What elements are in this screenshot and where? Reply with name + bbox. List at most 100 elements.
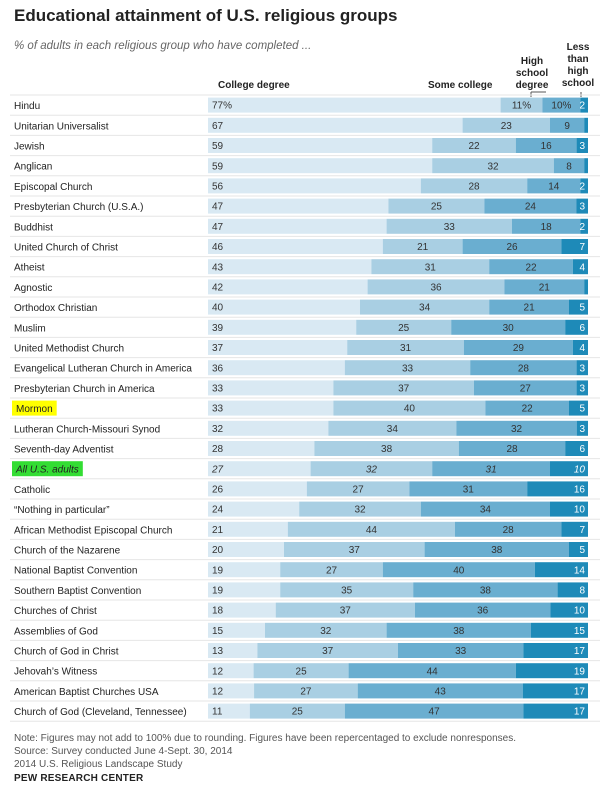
footer-source: Source: Survey conducted June 4-Sept. 30… bbox=[14, 746, 233, 757]
data-label: 29 bbox=[513, 343, 525, 354]
row-label: United Church of Christ bbox=[14, 243, 118, 254]
bar-segment bbox=[208, 239, 383, 254]
row-label: Agnostic bbox=[14, 283, 52, 294]
data-label: 37 bbox=[322, 646, 334, 657]
row-label: Church of the Nazarene bbox=[14, 546, 121, 557]
data-label: 19 bbox=[212, 586, 224, 597]
bar-segment bbox=[386, 622, 531, 638]
bar-segment bbox=[458, 441, 566, 456]
bar-segment bbox=[576, 138, 588, 153]
data-label: 21 bbox=[539, 283, 551, 294]
bar-segment bbox=[208, 420, 329, 436]
data-label: 6 bbox=[579, 444, 585, 455]
legend-less-line-2: than bbox=[567, 54, 589, 65]
row-label: Presbyterian Church (U.S.A.) bbox=[14, 202, 144, 213]
data-label: 27 bbox=[520, 384, 532, 395]
bar-segment bbox=[500, 97, 543, 113]
bar-segment bbox=[398, 643, 524, 658]
data-label: 38 bbox=[381, 444, 393, 455]
bar-segment bbox=[565, 319, 588, 335]
data-label: 37 bbox=[340, 606, 352, 617]
data-label: 59 bbox=[212, 141, 224, 152]
bar-segment bbox=[208, 663, 254, 679]
bar-segment bbox=[253, 663, 349, 679]
bar-segment bbox=[344, 360, 471, 376]
bar-segment bbox=[208, 198, 389, 214]
data-label: 26 bbox=[506, 242, 518, 253]
bar-segment bbox=[208, 542, 284, 557]
data-label: 2 bbox=[579, 182, 585, 193]
data-label: 35 bbox=[341, 586, 353, 597]
data-label: 10% bbox=[551, 101, 571, 112]
footer-study: 2014 U.S. Religious Landscape Study bbox=[14, 759, 183, 770]
data-label: 10 bbox=[574, 505, 586, 516]
footer-note: Note: Figures may not add to 100% due to… bbox=[14, 733, 516, 744]
bar-segment bbox=[208, 400, 334, 416]
bar-segment bbox=[462, 117, 550, 133]
data-label: 21 bbox=[212, 525, 224, 536]
bar-segment bbox=[576, 380, 588, 396]
bar-segment bbox=[569, 299, 588, 315]
legend-hs-line-1: High bbox=[520, 56, 544, 67]
data-label: 5 bbox=[579, 404, 585, 415]
row-label: Church of God in Christ bbox=[14, 647, 119, 658]
bar-segment bbox=[367, 279, 505, 295]
row-label: Presbyterian Church in America bbox=[14, 384, 155, 395]
bar-segment bbox=[287, 521, 455, 537]
bar-segment bbox=[432, 461, 550, 477]
bar-segment bbox=[275, 602, 415, 618]
data-label: 31 bbox=[425, 262, 437, 273]
data-label: 18 bbox=[541, 222, 553, 233]
data-label: 28 bbox=[212, 444, 224, 455]
row-label: Jewish bbox=[14, 142, 45, 153]
bar-segment bbox=[388, 198, 485, 214]
data-label: 15 bbox=[212, 626, 224, 637]
data-label: 26 bbox=[212, 485, 224, 496]
data-label: 27 bbox=[353, 485, 365, 496]
data-label: 31 bbox=[400, 343, 412, 354]
data-label: 7 bbox=[579, 525, 585, 536]
bar-segment bbox=[576, 198, 588, 214]
row-label: Assemblies of God bbox=[14, 626, 98, 637]
data-label: 56 bbox=[212, 182, 224, 193]
bar-segment bbox=[489, 259, 573, 275]
bar-segment bbox=[413, 582, 558, 598]
bar-segment bbox=[557, 582, 588, 598]
data-label: 37 bbox=[349, 545, 361, 556]
chart-subtitle: % of adults in each religious group who … bbox=[14, 40, 312, 52]
legend-hs-line-3: degree bbox=[515, 80, 549, 91]
data-label: 28 bbox=[506, 444, 518, 455]
bar-segment bbox=[371, 259, 490, 275]
bar-segment bbox=[523, 703, 588, 719]
data-label: 39 bbox=[212, 323, 224, 334]
data-label: 32 bbox=[354, 505, 366, 516]
data-label: 47 bbox=[429, 707, 441, 718]
bar-segment bbox=[580, 97, 588, 113]
bar-segment bbox=[414, 602, 551, 618]
data-label: 30 bbox=[503, 323, 515, 334]
data-label: 12 bbox=[212, 666, 224, 677]
data-label: 27 bbox=[326, 565, 338, 576]
data-label: 4 bbox=[579, 343, 585, 354]
row-label: United Methodist Church bbox=[14, 344, 124, 355]
bar-segment bbox=[208, 178, 421, 194]
data-label: 3 bbox=[579, 363, 585, 374]
bar-segment bbox=[569, 400, 588, 416]
bar-segment bbox=[265, 622, 387, 638]
row-label: Hindu bbox=[14, 101, 40, 112]
data-label: 3 bbox=[579, 202, 585, 213]
row-label: Church of God (Cleveland, Tennessee) bbox=[14, 707, 187, 718]
brand-name: PEW RESEARCH CENTER bbox=[14, 773, 144, 784]
data-label: 25 bbox=[398, 323, 410, 334]
data-label: 44 bbox=[366, 525, 378, 536]
data-label: 33 bbox=[402, 363, 414, 374]
legend-some-college: Some college bbox=[428, 80, 493, 91]
bar-segment bbox=[386, 218, 512, 234]
bar-segment bbox=[333, 380, 474, 396]
data-label: 16 bbox=[541, 141, 553, 152]
data-label: 24 bbox=[212, 505, 224, 516]
data-label: 25 bbox=[296, 666, 308, 677]
data-label: 12 bbox=[212, 687, 224, 698]
data-label: 36 bbox=[477, 606, 489, 617]
data-label: 6 bbox=[579, 323, 585, 334]
